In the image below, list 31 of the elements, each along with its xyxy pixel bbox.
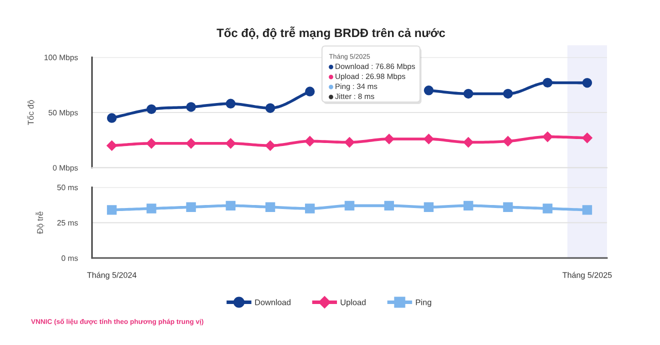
point	[226, 98, 236, 109]
legend-label: Ping	[416, 299, 432, 307]
point	[265, 103, 276, 113]
y-axis-title: Tốc độ	[27, 100, 35, 126]
point	[463, 137, 474, 148]
legend-label: Upload	[340, 299, 366, 307]
point	[502, 136, 514, 146]
point	[226, 138, 236, 149]
point	[305, 86, 315, 96]
point	[304, 136, 315, 146]
point	[582, 132, 592, 144]
legend-label: Download	[255, 299, 290, 306]
point	[503, 88, 513, 99]
point	[186, 102, 196, 112]
point	[344, 137, 355, 148]
point	[542, 78, 552, 88]
point	[542, 132, 553, 142]
point	[384, 134, 394, 144]
point	[424, 86, 434, 96]
point	[146, 138, 157, 149]
x-tick-label: Tháng 5/2024	[87, 272, 136, 280]
point	[186, 138, 196, 149]
chart-title: Tốc độ, độ trễ mạng BRDĐ trên cả nước	[216, 26, 446, 40]
point	[424, 134, 434, 144]
point	[106, 140, 117, 151]
point	[106, 113, 117, 123]
point	[265, 140, 276, 151]
point	[146, 104, 156, 114]
point	[463, 88, 474, 99]
point	[582, 78, 592, 88]
y-axis-title: Độ trễ	[36, 212, 44, 234]
